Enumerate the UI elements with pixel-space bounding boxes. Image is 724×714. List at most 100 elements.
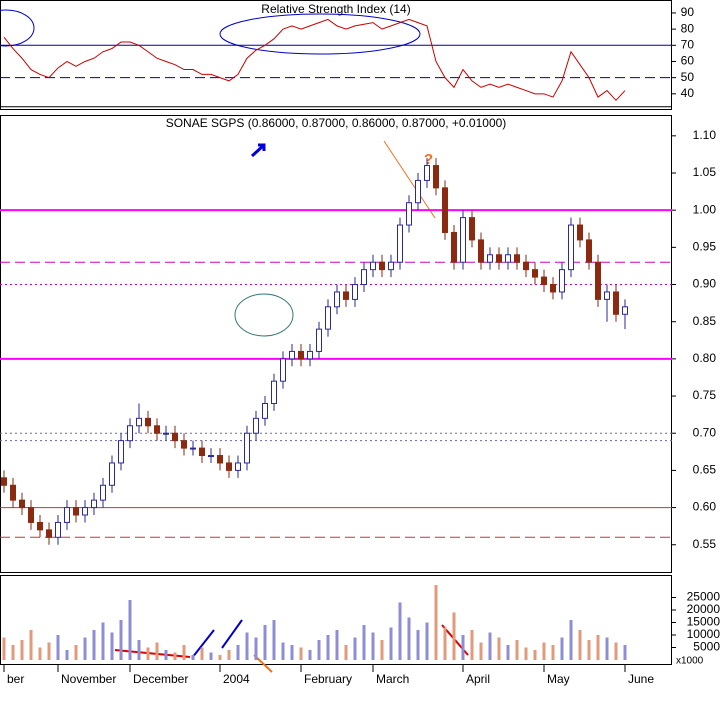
- volume-bar: [290, 645, 294, 660]
- candle-body: [226, 462, 232, 471]
- candle-body: [559, 269, 565, 293]
- highlight-ellipse: [0, 9, 35, 47]
- volume-bar: [308, 650, 312, 660]
- highlight-ellipse: [234, 293, 294, 337]
- candle-body: [10, 484, 16, 501]
- candle-body: [109, 462, 115, 486]
- candle-body: [235, 462, 241, 471]
- y-tick-label: 0.85: [693, 314, 717, 328]
- volume-frame: [0, 575, 672, 665]
- rsi-line: [3, 18, 626, 102]
- candle-body: [217, 455, 223, 464]
- volume-bar: [344, 645, 348, 660]
- candle-body: [622, 306, 628, 315]
- rsi-tick-label: 90: [681, 5, 695, 19]
- candle-body: [343, 291, 349, 300]
- volume-bar: [218, 655, 222, 660]
- volume-bar: [479, 642, 483, 660]
- volume-tick-label: 20000: [687, 602, 721, 616]
- volume-bar: [119, 620, 123, 660]
- candle-body: [469, 217, 475, 241]
- y-tick-label: 0.80: [693, 351, 717, 365]
- candle-body: [613, 291, 619, 315]
- volume-tick-label: 15000: [687, 615, 721, 629]
- volume-bar: [416, 630, 420, 660]
- y-tick-label: 0.55: [693, 537, 717, 551]
- volume-bar: [461, 635, 465, 660]
- volume-bar: [155, 642, 159, 660]
- volume-tick-label: 5000: [693, 640, 720, 654]
- x-tick-label: November: [61, 672, 116, 686]
- volume-bar: [317, 640, 321, 660]
- volume-bar: [434, 585, 438, 660]
- x-tick-label: 2004: [223, 672, 250, 686]
- volume-bar: [29, 630, 33, 660]
- volume-bar: [92, 630, 96, 660]
- volume-bar: [11, 645, 15, 660]
- candle-body: [181, 440, 187, 449]
- candle-body: [397, 224, 403, 263]
- rsi-frame: [0, 0, 672, 110]
- volume-bar: [182, 645, 186, 660]
- volume-bar: [74, 645, 78, 660]
- candle-body: [433, 165, 439, 189]
- volume-bar: [65, 650, 69, 660]
- rsi-tick-label: 50: [681, 70, 695, 84]
- volume-bar: [398, 602, 402, 660]
- chart-title: SONAE SGPS (0.86000, 0.87000, 0.86000, 0…: [166, 116, 507, 130]
- candle-body: [28, 507, 34, 523]
- candle-body: [496, 254, 502, 263]
- candle-body: [514, 254, 520, 263]
- volume-bar: [263, 625, 267, 660]
- candle-body: [190, 447, 196, 450]
- volume-bar: [128, 600, 132, 660]
- candle-body: [604, 291, 610, 300]
- volume-bar: [236, 645, 240, 660]
- candle-body: [379, 261, 385, 271]
- candle-body: [523, 261, 529, 271]
- candle-body: [352, 284, 358, 300]
- rsi-tick-label: 100: [674, 0, 694, 3]
- candle-body: [199, 447, 205, 457]
- volume-bar: [281, 642, 285, 660]
- candle-body: [154, 425, 160, 434]
- volume-bar: [569, 620, 573, 660]
- volume-bar: [488, 632, 492, 660]
- candle-body: [136, 417, 142, 427]
- trend-line: [383, 140, 436, 219]
- volume-bar: [272, 620, 276, 660]
- candle-body: [307, 350, 313, 360]
- volume-bar: [191, 655, 195, 660]
- candle-body: [451, 231, 457, 263]
- candle-body: [298, 350, 304, 360]
- y-tick-label: 0.75: [693, 388, 717, 402]
- volume-bar: [533, 650, 537, 660]
- trend-line: [221, 619, 243, 649]
- volume-tick-label: 25000: [687, 590, 721, 604]
- volume-bar: [614, 642, 618, 660]
- candle-body: [262, 402, 268, 419]
- x-tick-label: ber: [7, 672, 24, 686]
- volume-bar: [497, 637, 501, 660]
- volume-bar: [353, 637, 357, 660]
- x-tick-label: February: [304, 672, 352, 686]
- volume-bar: [38, 647, 42, 660]
- volume-bar: [335, 630, 339, 660]
- volume-unit: x1000: [676, 656, 704, 667]
- candle-body: [1, 477, 7, 486]
- volume-bar: [146, 647, 150, 660]
- candle-body: [55, 521, 61, 538]
- volume-bar: [578, 630, 582, 660]
- candle-body: [541, 276, 547, 286]
- rsi-tick-label: 40: [681, 86, 695, 100]
- candle-body: [532, 269, 538, 278]
- y-tick-label: 1.05: [693, 165, 717, 179]
- volume-bar: [470, 630, 474, 660]
- volume-bar: [389, 627, 393, 660]
- volume-bar: [326, 635, 330, 660]
- volume-bar: [551, 645, 555, 660]
- volume-bar: [443, 627, 447, 660]
- volume-bar: [173, 652, 177, 660]
